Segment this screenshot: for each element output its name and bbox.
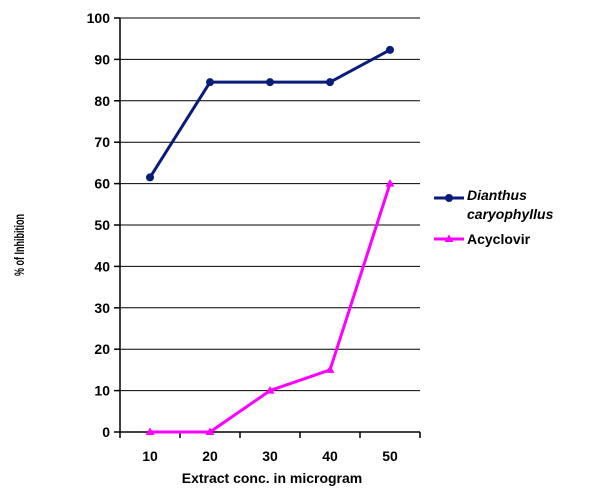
data-point-acyclovir-30 xyxy=(265,386,275,394)
data-point-acyclovir-20 xyxy=(205,427,215,435)
data-point-dianthus-50 xyxy=(386,45,394,54)
y-tick-label-90: 90 xyxy=(94,51,110,67)
legend-label-dianthus-line1: Dianthus xyxy=(467,187,527,203)
data-point-acyclovir-50 xyxy=(385,179,395,187)
y-tick-label-10: 10 xyxy=(94,383,110,399)
y-tick-label-80: 80 xyxy=(94,93,110,109)
legend-marker-dianthus xyxy=(445,194,453,202)
y-tick-label-20: 20 xyxy=(94,341,110,357)
x-tick-label-20: 20 xyxy=(202,448,218,464)
x-axis-title: Extract conc. in microgram xyxy=(182,470,363,486)
y-tick-label-70: 70 xyxy=(94,134,110,150)
x-tick-labels: 10 20 30 40 50 xyxy=(142,448,398,464)
y-tick-label-40: 40 xyxy=(94,258,110,274)
data-point-dianthus-10 xyxy=(146,173,154,182)
legend-marker-acyclovir xyxy=(444,234,454,242)
data-point-dianthus-20 xyxy=(206,78,214,87)
x-tick-label-10: 10 xyxy=(142,448,158,464)
plot-series xyxy=(145,45,395,435)
data-point-dianthus-40 xyxy=(326,78,334,87)
y-axis-title: % of Inhibition xyxy=(11,214,27,276)
data-point-acyclovir-40 xyxy=(325,365,335,373)
legend-item-dianthus: Dianthus caryophyllus xyxy=(434,187,554,222)
y-tick-label-0: 0 xyxy=(102,424,110,440)
y-tick-label-60: 60 xyxy=(94,176,110,192)
gridlines xyxy=(120,17,420,392)
x-tick-label-30: 30 xyxy=(262,448,278,464)
y-tick-label-100: 100 xyxy=(87,10,111,26)
axes xyxy=(114,17,421,438)
x-tick-label-40: 40 xyxy=(322,448,338,464)
data-point-dianthus-30 xyxy=(266,78,274,87)
legend-label-dianthus-line2: caryophyllus xyxy=(467,206,554,222)
legend: Dianthus caryophyllus Acyclovir xyxy=(434,187,554,247)
data-point-acyclovir-10 xyxy=(145,427,155,435)
y-tick-label-30: 30 xyxy=(94,300,110,316)
series-line-dianthus xyxy=(148,48,391,179)
legend-item-acyclovir: Acyclovir xyxy=(434,231,531,247)
y-tick-labels: 0 10 20 30 40 50 60 70 80 90 100 xyxy=(87,10,111,440)
x-tick-label-50: 50 xyxy=(382,448,398,464)
y-tick-label-50: 50 xyxy=(94,217,110,233)
legend-label-acyclovir: Acyclovir xyxy=(467,231,531,247)
